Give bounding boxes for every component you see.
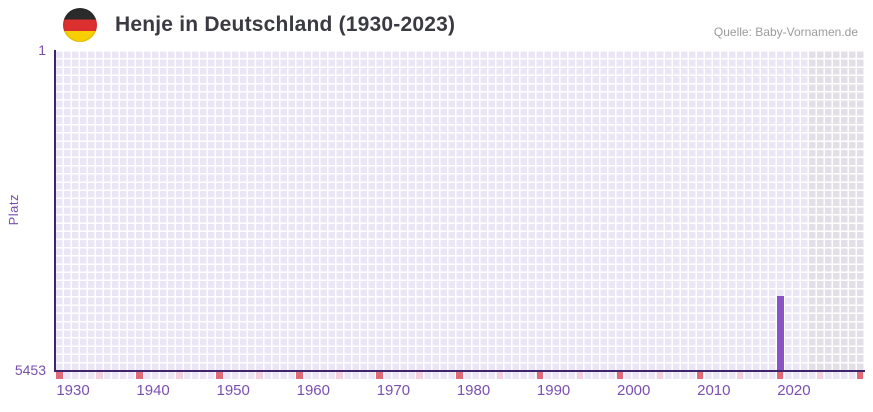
decade-marker xyxy=(536,372,544,379)
half-decade-marker xyxy=(336,372,343,379)
decade-marker xyxy=(696,372,704,379)
decade-marker xyxy=(456,372,463,379)
decade-marker xyxy=(216,372,223,379)
x-tick-label: 2020 xyxy=(777,382,811,399)
decade-marker xyxy=(616,372,624,379)
half-decade-marker xyxy=(96,372,103,379)
x-tick-label: 2010 xyxy=(697,382,731,399)
half-decade-marker xyxy=(176,372,183,379)
decade-marker xyxy=(136,372,143,379)
half-decade-marker xyxy=(576,372,584,379)
x-tick-label: 1950 xyxy=(216,382,250,399)
x-tick-label: 1990 xyxy=(536,382,571,399)
half-decade-marker xyxy=(736,372,744,379)
y-axis-title: Platz xyxy=(6,194,21,226)
source-credit: Quelle: Baby-Vornamen.de xyxy=(713,25,858,39)
x-tick-label: 2000 xyxy=(617,382,651,399)
axis-marker-row xyxy=(56,372,865,379)
plot-area xyxy=(54,50,865,372)
half-decade-marker xyxy=(496,372,504,379)
half-decade-marker xyxy=(816,372,824,379)
decade-marker xyxy=(856,372,864,379)
rank-bar[interactable] xyxy=(777,296,785,370)
x-tick-label: 1940 xyxy=(136,382,170,399)
decade-marker xyxy=(56,372,63,379)
no-data-region xyxy=(808,50,865,370)
decade-marker xyxy=(376,372,383,379)
half-decade-marker xyxy=(656,372,664,379)
x-tick-label: 1970 xyxy=(376,382,411,399)
decade-marker xyxy=(776,372,784,379)
x-tick-label: 1930 xyxy=(56,382,90,399)
half-decade-marker xyxy=(256,372,263,379)
german-flag-icon xyxy=(63,8,97,42)
x-tick-labels: 1930 1940 1950 1960 1970 1980 1990 2000 2010 2020 xyxy=(56,382,865,402)
chart-title: Henje in Deutschland (1930-2023) xyxy=(115,13,456,36)
y-tick-label-bottom: 5453 xyxy=(14,362,46,378)
y-tick-label-top: 1 xyxy=(38,42,46,58)
x-tick-label: 1980 xyxy=(456,382,491,399)
decade-marker xyxy=(296,372,303,379)
half-decade-marker xyxy=(416,372,423,379)
x-tick-label: 1960 xyxy=(296,382,330,399)
